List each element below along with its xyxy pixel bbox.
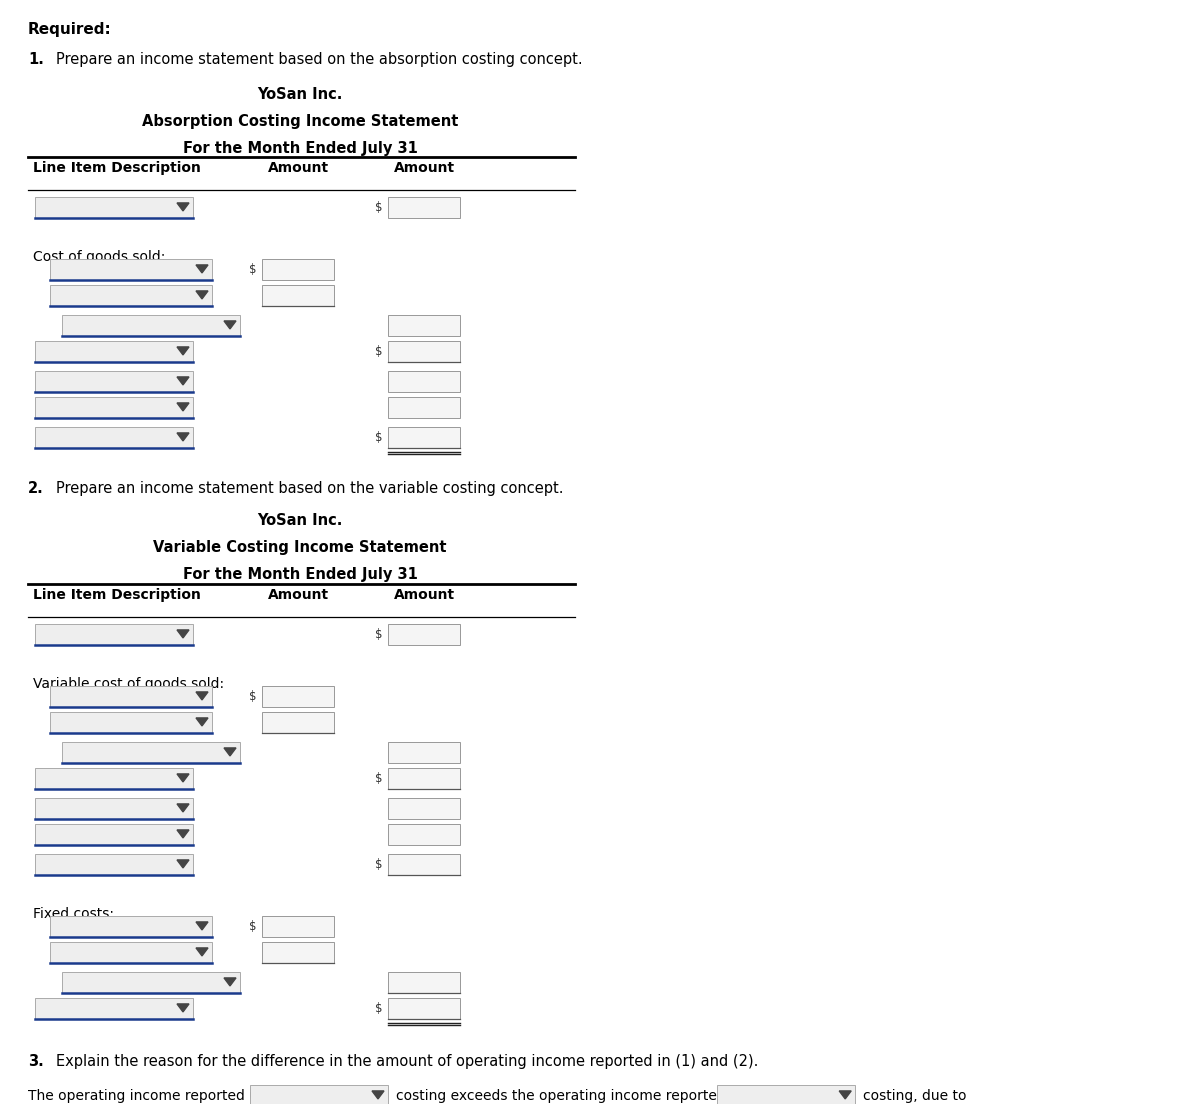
FancyBboxPatch shape xyxy=(388,371,460,392)
FancyBboxPatch shape xyxy=(35,197,193,217)
FancyBboxPatch shape xyxy=(388,824,460,845)
FancyBboxPatch shape xyxy=(50,942,212,963)
Text: Explain the reason for the difference in the amount of operating income reported: Explain the reason for the difference in… xyxy=(56,1054,758,1069)
Text: For the Month Ended July 31: For the Month Ended July 31 xyxy=(182,141,418,156)
FancyBboxPatch shape xyxy=(35,998,193,1019)
Text: Line Item Description: Line Item Description xyxy=(34,588,200,602)
FancyBboxPatch shape xyxy=(50,259,212,280)
Polygon shape xyxy=(196,948,208,956)
Polygon shape xyxy=(196,291,208,299)
Polygon shape xyxy=(178,804,190,811)
Polygon shape xyxy=(178,203,190,211)
FancyBboxPatch shape xyxy=(388,768,460,789)
Text: 3.: 3. xyxy=(28,1054,43,1069)
FancyBboxPatch shape xyxy=(262,942,334,963)
FancyBboxPatch shape xyxy=(62,315,240,336)
FancyBboxPatch shape xyxy=(388,427,460,448)
Polygon shape xyxy=(178,774,190,782)
FancyBboxPatch shape xyxy=(718,1085,856,1104)
Text: Fixed costs:: Fixed costs: xyxy=(34,907,114,921)
Polygon shape xyxy=(196,265,208,273)
Polygon shape xyxy=(196,718,208,726)
Text: Line Item Description: Line Item Description xyxy=(34,161,200,176)
Text: Amount: Amount xyxy=(394,161,455,176)
FancyBboxPatch shape xyxy=(35,397,193,418)
Text: $: $ xyxy=(374,431,382,444)
FancyBboxPatch shape xyxy=(388,998,460,1019)
Polygon shape xyxy=(372,1091,384,1098)
Polygon shape xyxy=(178,403,190,411)
Polygon shape xyxy=(178,376,190,385)
FancyBboxPatch shape xyxy=(62,972,240,992)
FancyBboxPatch shape xyxy=(262,259,334,280)
Text: $: $ xyxy=(248,920,256,933)
Text: costing, due to: costing, due to xyxy=(863,1089,967,1103)
Polygon shape xyxy=(178,860,190,868)
Text: $: $ xyxy=(374,344,382,358)
FancyBboxPatch shape xyxy=(62,742,240,763)
Polygon shape xyxy=(839,1091,851,1098)
Text: For the Month Ended July 31: For the Month Ended July 31 xyxy=(182,567,418,582)
Text: Cost of goods sold:: Cost of goods sold: xyxy=(34,250,166,264)
Polygon shape xyxy=(178,630,190,638)
Polygon shape xyxy=(224,978,236,986)
Text: The operating income reported under: The operating income reported under xyxy=(28,1089,290,1103)
FancyBboxPatch shape xyxy=(388,397,460,418)
FancyBboxPatch shape xyxy=(388,624,460,645)
FancyBboxPatch shape xyxy=(35,371,193,392)
Polygon shape xyxy=(178,1004,190,1012)
FancyBboxPatch shape xyxy=(35,768,193,789)
FancyBboxPatch shape xyxy=(50,712,212,733)
Text: $: $ xyxy=(374,772,382,785)
Text: 1.: 1. xyxy=(28,52,44,67)
Polygon shape xyxy=(196,692,208,700)
Polygon shape xyxy=(178,433,190,440)
FancyBboxPatch shape xyxy=(262,686,334,707)
Polygon shape xyxy=(178,347,190,354)
Text: Amount: Amount xyxy=(268,161,329,176)
Text: $: $ xyxy=(374,1002,382,1015)
FancyBboxPatch shape xyxy=(262,712,334,733)
Text: Absorption Costing Income Statement: Absorption Costing Income Statement xyxy=(142,114,458,129)
Text: $: $ xyxy=(374,858,382,871)
FancyBboxPatch shape xyxy=(35,824,193,845)
FancyBboxPatch shape xyxy=(35,624,193,645)
FancyBboxPatch shape xyxy=(262,916,334,937)
FancyBboxPatch shape xyxy=(388,854,460,875)
Polygon shape xyxy=(224,747,236,756)
Text: 2.: 2. xyxy=(28,481,43,496)
FancyBboxPatch shape xyxy=(35,341,193,362)
Text: Amount: Amount xyxy=(394,588,455,602)
Text: costing exceeds the operating income reported under: costing exceeds the operating income rep… xyxy=(396,1089,770,1103)
Text: Amount: Amount xyxy=(268,588,329,602)
FancyBboxPatch shape xyxy=(388,341,460,362)
FancyBboxPatch shape xyxy=(388,197,460,217)
Polygon shape xyxy=(224,321,236,329)
FancyBboxPatch shape xyxy=(250,1085,388,1104)
Text: $: $ xyxy=(248,690,256,703)
FancyBboxPatch shape xyxy=(388,315,460,336)
Text: Variable Costing Income Statement: Variable Costing Income Statement xyxy=(154,540,446,555)
Text: Prepare an income statement based on the variable costing concept.: Prepare an income statement based on the… xyxy=(56,481,564,496)
FancyBboxPatch shape xyxy=(388,972,460,992)
Text: Required:: Required: xyxy=(28,22,112,38)
Text: $: $ xyxy=(248,263,256,276)
FancyBboxPatch shape xyxy=(388,742,460,763)
Text: YoSan Inc.: YoSan Inc. xyxy=(257,87,343,102)
FancyBboxPatch shape xyxy=(50,285,212,306)
FancyBboxPatch shape xyxy=(35,798,193,819)
FancyBboxPatch shape xyxy=(50,916,212,937)
FancyBboxPatch shape xyxy=(35,427,193,448)
FancyBboxPatch shape xyxy=(262,285,334,306)
Text: $: $ xyxy=(374,628,382,641)
Text: Prepare an income statement based on the absorption costing concept.: Prepare an income statement based on the… xyxy=(56,52,583,67)
Polygon shape xyxy=(196,922,208,930)
FancyBboxPatch shape xyxy=(50,686,212,707)
FancyBboxPatch shape xyxy=(388,798,460,819)
Text: YoSan Inc.: YoSan Inc. xyxy=(257,513,343,528)
Polygon shape xyxy=(178,830,190,838)
Text: Variable cost of goods sold:: Variable cost of goods sold: xyxy=(34,677,224,691)
Text: $: $ xyxy=(374,201,382,214)
FancyBboxPatch shape xyxy=(35,854,193,875)
